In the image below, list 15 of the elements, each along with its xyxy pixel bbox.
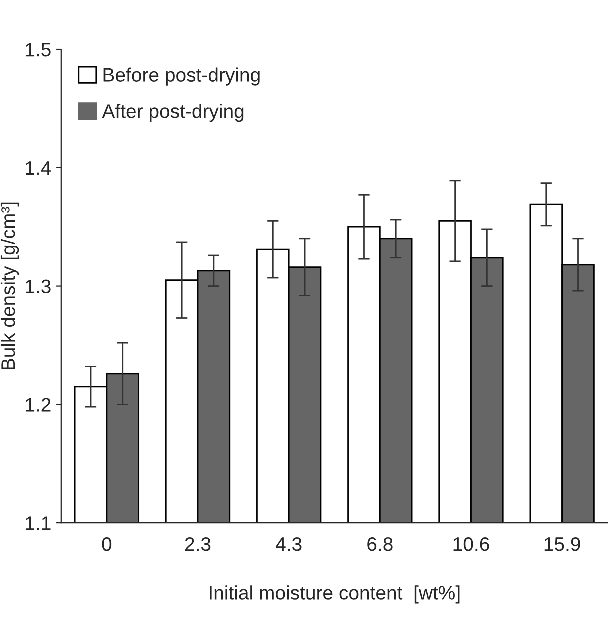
- y-tick-label: 1.5: [26, 43, 51, 57]
- y-axis-title: Bulk density [g/cm³]: [0, 202, 20, 370]
- y-tick-label: 1.1: [26, 516, 51, 530]
- x-tick-label: 4.3: [276, 537, 302, 552]
- x-tick-label: 15.9: [544, 537, 580, 552]
- legend-label: Before post-drying: [104, 68, 260, 86]
- y-tick-label: 1.2: [26, 398, 51, 412]
- y-tick-label: 1.3: [26, 280, 51, 294]
- x-tick-label: 10.6: [454, 537, 490, 552]
- y-tick-label: 1.4: [26, 162, 52, 175]
- x-tick-label: 6.8: [368, 537, 393, 552]
- x-tick-label: 0: [102, 537, 112, 552]
- x-axis-title: Initial moisture content [wt%]: [210, 586, 460, 604]
- x-tick-label: 2.3: [185, 537, 211, 552]
- legend-label: After post-drying: [102, 104, 244, 122]
